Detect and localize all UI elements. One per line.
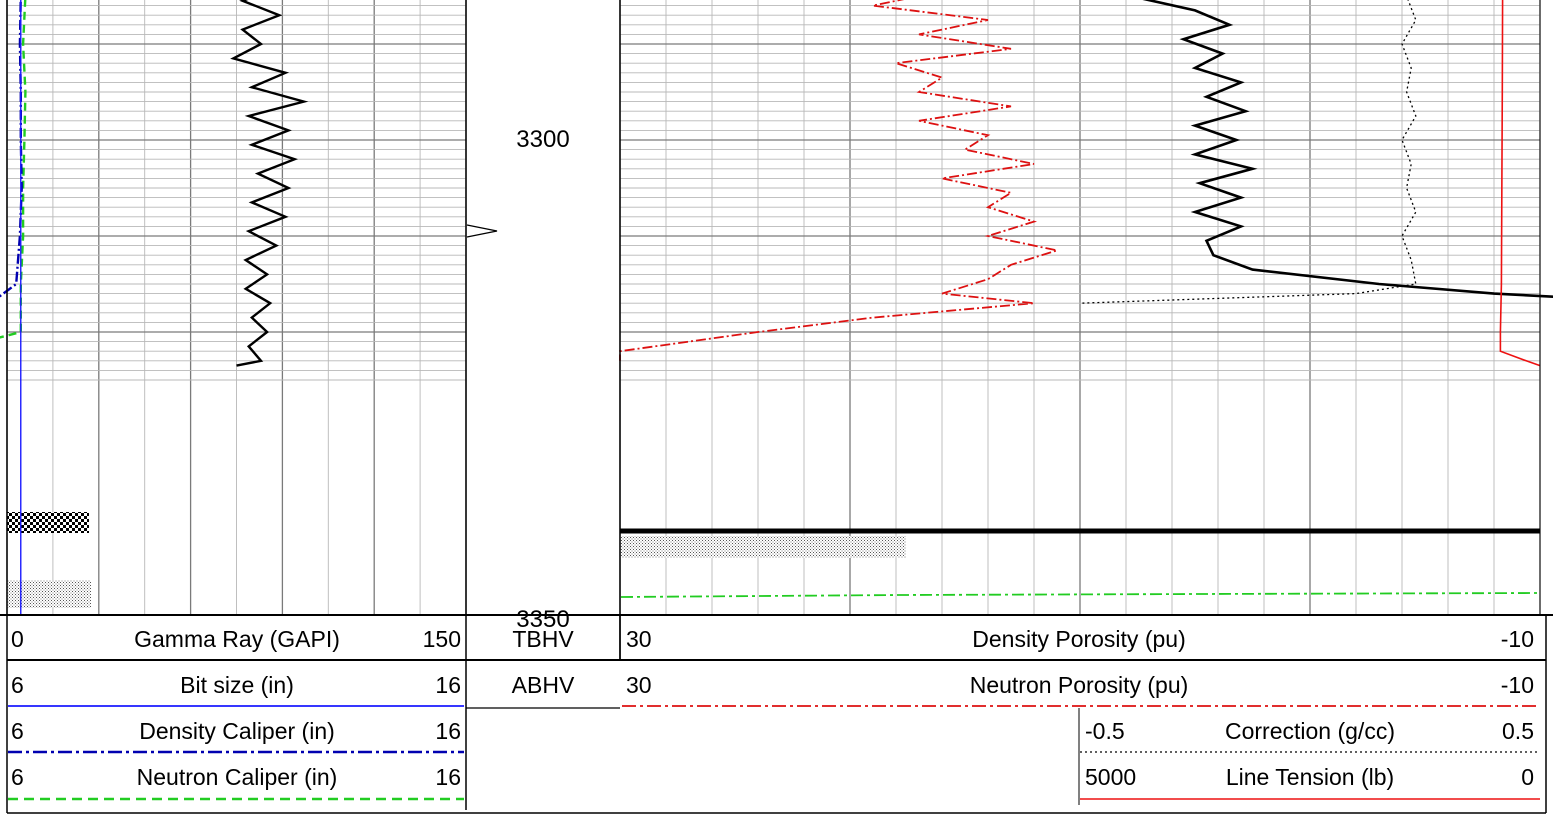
track-1-scale-rows: 0 Gamma Ray (GAPI) 150 6 Bit size (in) 1…: [11, 626, 461, 790]
density-caliper-right-scale: 16: [435, 718, 461, 744]
neutron-caliper-left-scale: 6: [11, 764, 24, 790]
gamma-ray-left-scale: 0: [11, 626, 24, 652]
neutron-porosity-right-scale: -10: [1501, 672, 1534, 698]
line-tension-left-scale: 5000: [1085, 764, 1136, 790]
correction-right-scale: 0.5: [1502, 718, 1534, 744]
bit-size-left-scale: 6: [11, 672, 24, 698]
density-caliper-curve: [0, 0, 23, 298]
track-3-green-reference-curve: [620, 592, 1541, 598]
tbhv-label: TBHV: [512, 626, 574, 652]
bit-size-right-scale: 16: [435, 672, 461, 698]
density-porosity-curve-name: Density Porosity (pu): [972, 626, 1185, 652]
correction-curve: [1079, 0, 1417, 304]
density-porosity-left-scale: 30: [626, 626, 652, 652]
depth-label-3350: 3350: [516, 606, 569, 633]
track-1-grid: [6, 0, 467, 615]
neutron-caliper-right-scale: 16: [435, 764, 461, 790]
track-borders: [6, 0, 1541, 810]
density-caliper-curve-name: Density Caliper (in): [139, 718, 335, 744]
correction-curve-name: Correction (g/cc): [1225, 718, 1395, 744]
density-caliper-left-scale: 6: [11, 718, 24, 744]
line-tension-curve: [1499, 0, 1541, 367]
density-porosity-curve: [1142, 0, 1553, 298]
depth-label-3300: 3300: [516, 126, 569, 153]
bit-size-curve-name: Bit size (in): [180, 672, 294, 698]
gamma-ray-curve: [230, 0, 309, 367]
neutron-porosity-curve-name: Neutron Porosity (pu): [970, 672, 1189, 698]
track-3-grid: [619, 0, 1541, 615]
neutron-porosity-curve: [619, 0, 1061, 361]
depth-marker-flag: [466, 224, 498, 238]
header-line-samples: [8, 705, 1540, 801]
gamma-ray-right-scale: 150: [423, 626, 461, 652]
track-3-scale-rows: 30 Density Porosity (pu) -10 30 Neutron …: [626, 626, 1534, 790]
line-tension-right-scale: 0: [1521, 764, 1534, 790]
track-1-caliper-fill: [7, 512, 91, 608]
header-frame: [0, 614, 1553, 814]
neutron-porosity-left-scale: 30: [626, 672, 652, 698]
correction-left-scale: -0.5: [1085, 718, 1125, 744]
neutron-caliper-curve-name: Neutron Caliper (in): [137, 764, 338, 790]
abhv-label: ABHV: [512, 672, 575, 698]
depth-track-scale-rows: TBHV ABHV: [512, 626, 575, 698]
density-porosity-right-scale: -10: [1501, 626, 1534, 652]
curves: [0, 0, 1553, 615]
gamma-ray-curve-name: Gamma Ray (GAPI): [134, 626, 340, 652]
track-3-crossover-fill: [621, 536, 906, 558]
line-tension-curve-name: Line Tension (lb): [1226, 764, 1394, 790]
